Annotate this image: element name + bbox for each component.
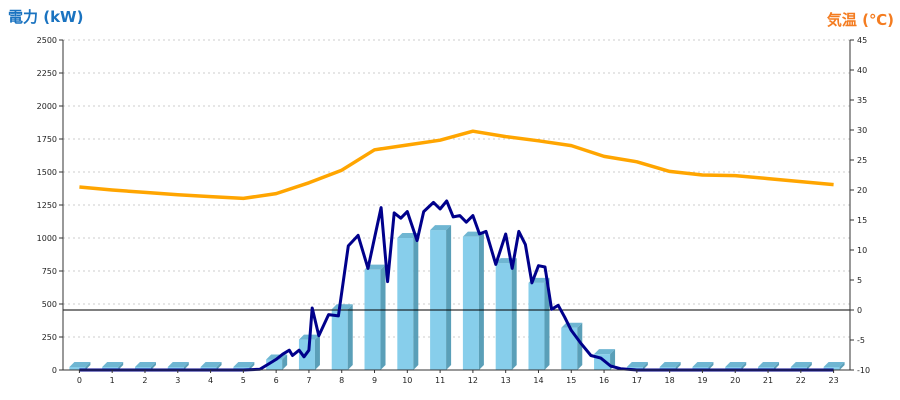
- x-tick-label: 22: [796, 376, 806, 385]
- y-right-tick-label: 5: [857, 276, 862, 285]
- x-tick-label: 23: [829, 376, 839, 385]
- y-left-tick-label: 250: [42, 333, 57, 342]
- axes: [59, 39, 854, 373]
- y-right-tick-label: 45: [857, 36, 867, 45]
- x-tick-label: 15: [566, 376, 576, 385]
- y-right-tick-label: 35: [857, 96, 867, 105]
- x-tick-label: 0: [77, 376, 82, 385]
- x-tick-label: 7: [306, 376, 311, 385]
- y-left-tick-label: 2250: [37, 69, 57, 78]
- y-right-tick-label: 0: [857, 306, 862, 315]
- tick-labels: 02505007501000125015001750200022502500-1…: [37, 36, 870, 385]
- y-left-tick-label: 0: [52, 366, 57, 375]
- bar: [397, 233, 419, 370]
- x-tick-label: 19: [697, 376, 707, 385]
- x-tick-label: 16: [599, 376, 609, 385]
- y-right-tick-label: 40: [857, 66, 867, 75]
- bar: [495, 258, 517, 370]
- y-left-tick-label: 2500: [37, 36, 57, 45]
- x-tick-label: 8: [339, 376, 344, 385]
- x-tick-label: 13: [501, 376, 511, 385]
- y-right-axis-title: 気温 (℃): [827, 11, 894, 29]
- y-right-tick-label: 15: [857, 216, 867, 225]
- y-right-tick-label: 30: [857, 126, 867, 135]
- gridlines: [63, 39, 850, 338]
- y-right-tick-label: -5: [857, 336, 865, 345]
- y-left-tick-label: 1500: [37, 168, 57, 177]
- y-right-tick-label: 10: [857, 246, 867, 255]
- y-left-axis-title: 電力 (kW): [8, 8, 83, 26]
- y-right-tick-label: -10: [857, 366, 870, 375]
- y-left-tick-label: 500: [42, 300, 57, 309]
- y-left-tick-label: 1750: [37, 135, 57, 144]
- x-tick-label: 5: [241, 376, 246, 385]
- bar: [331, 304, 353, 370]
- bar: [364, 264, 386, 370]
- x-tick-label: 17: [632, 376, 642, 385]
- bar: [462, 231, 484, 370]
- y-left-tick-label: 1000: [37, 234, 57, 243]
- x-tick-label: 3: [175, 376, 180, 385]
- line-series: [79, 129, 834, 372]
- power-line: [79, 199, 834, 372]
- bar: [430, 225, 452, 370]
- y-right-tick-label: 25: [857, 156, 867, 165]
- x-tick-label: 21: [763, 376, 773, 385]
- x-tick-label: 9: [372, 376, 377, 385]
- y-left-tick-label: 2000: [37, 102, 57, 111]
- bar-series: [69, 225, 845, 370]
- temperature-line: [79, 129, 834, 201]
- x-tick-label: 2: [142, 376, 147, 385]
- x-tick-label: 14: [533, 376, 543, 385]
- x-tick-label: 10: [402, 376, 412, 385]
- bar: [69, 362, 91, 370]
- x-tick-label: 1: [110, 376, 115, 385]
- y-right-tick-label: 20: [857, 186, 867, 195]
- bar: [528, 277, 550, 370]
- y-left-tick-label: 750: [42, 267, 57, 276]
- y-left-tick-label: 1250: [37, 201, 57, 210]
- x-tick-label: 12: [468, 376, 478, 385]
- x-tick-label: 18: [665, 376, 675, 385]
- x-tick-label: 6: [274, 376, 279, 385]
- x-tick-label: 11: [435, 376, 445, 385]
- x-tick-label: 20: [730, 376, 740, 385]
- x-tick-label: 4: [208, 376, 213, 385]
